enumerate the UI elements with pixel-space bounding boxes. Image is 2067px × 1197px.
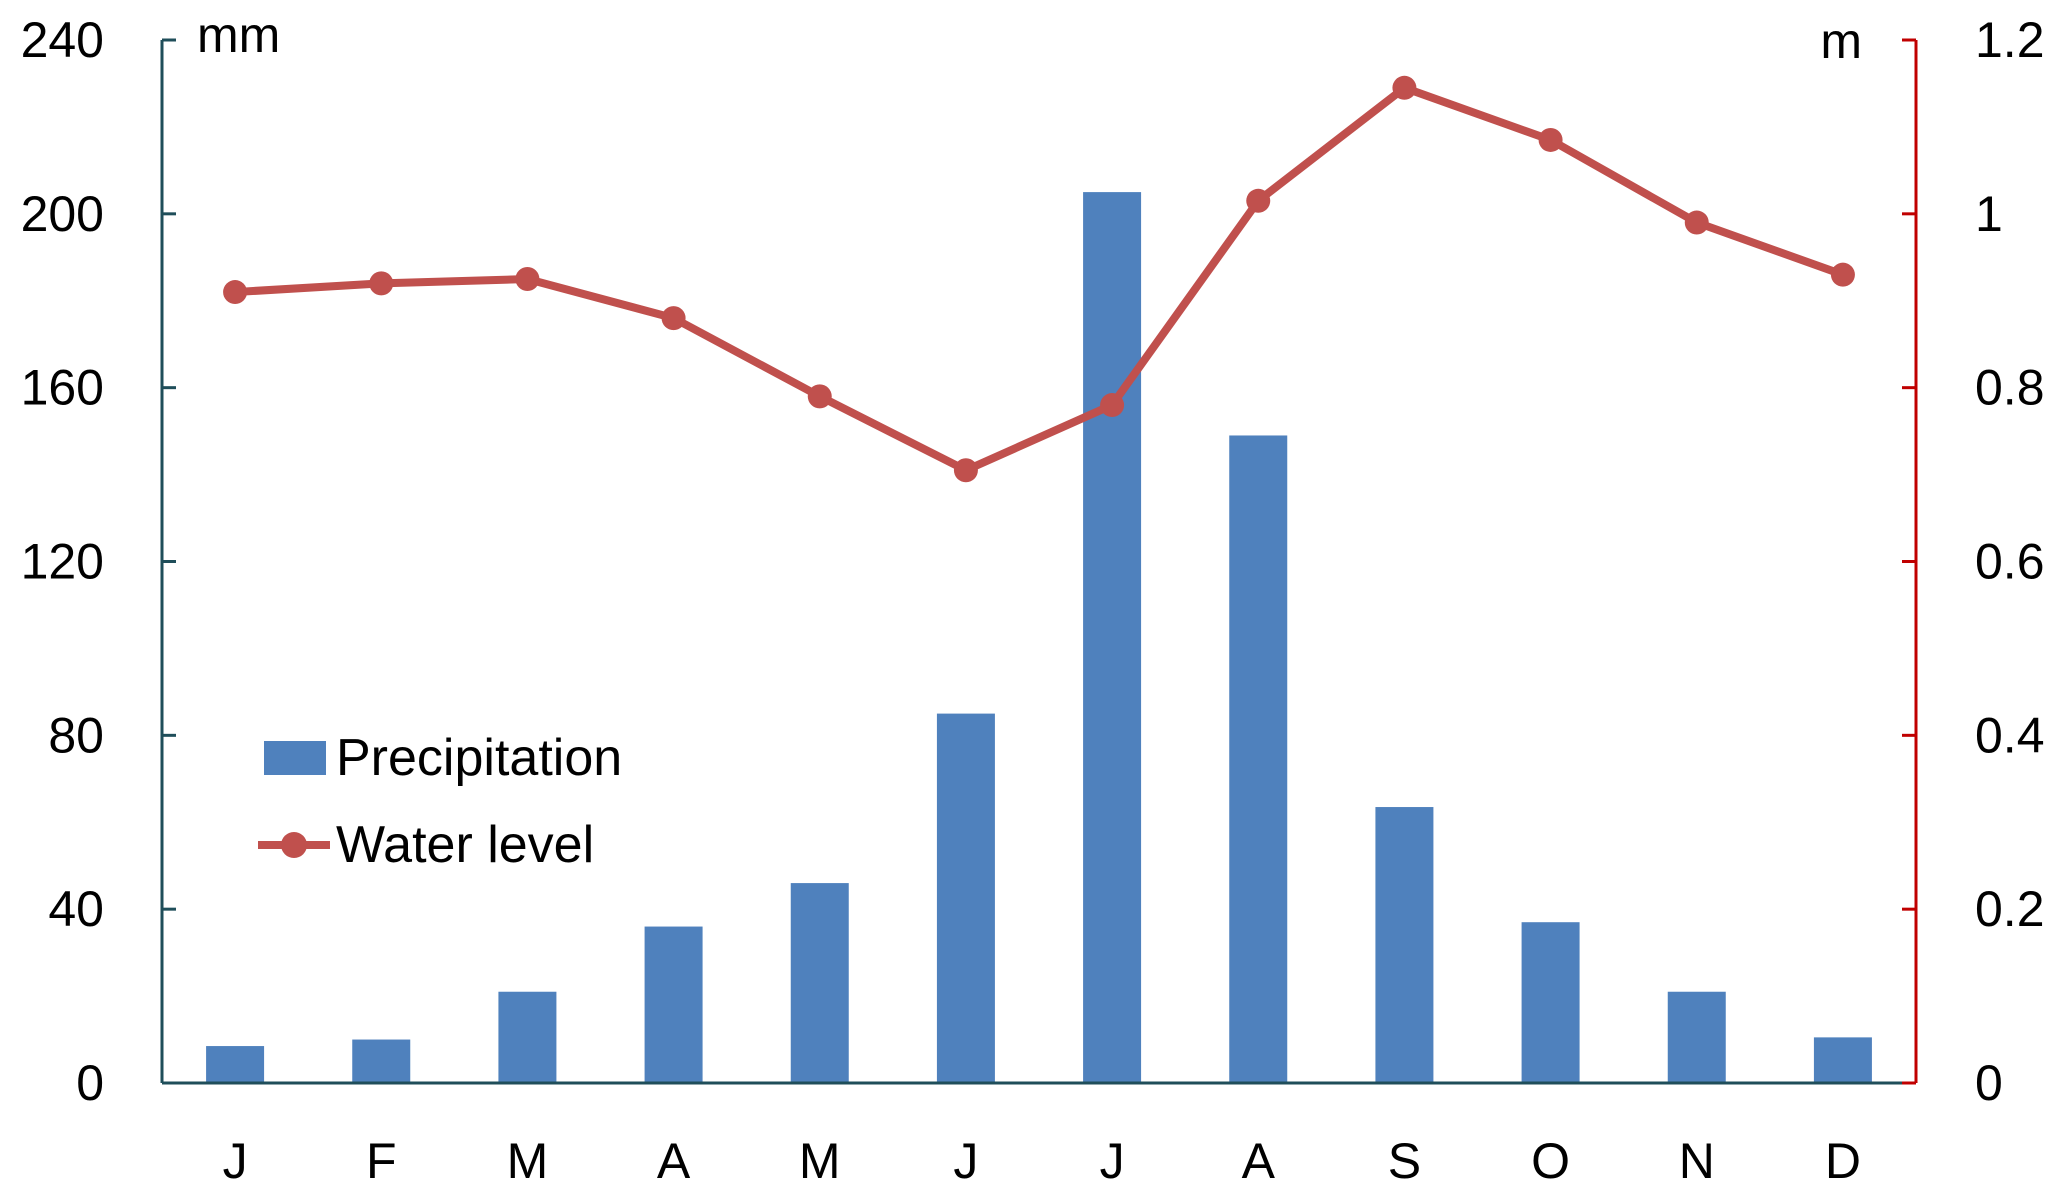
- water-level-point-8: [1246, 188, 1271, 213]
- precipitation-bar-8: [1229, 435, 1288, 1083]
- left-y-tick-label: 80: [48, 707, 104, 763]
- water-level-point-3: [515, 267, 540, 292]
- legend-precipitation-label: Precipitation: [336, 729, 622, 787]
- left-y-tick-label: 40: [48, 881, 104, 937]
- x-tick-label: J: [223, 1133, 248, 1189]
- precipitation-bar-12: [1813, 1037, 1872, 1083]
- legend: Precipitation Water level: [258, 729, 622, 874]
- x-tick-label: J: [1100, 1133, 1125, 1189]
- right-y-tick-label: 1.2: [1975, 12, 2045, 68]
- right-y-tick-label: 0.2: [1975, 881, 2045, 937]
- x-tick-label: F: [366, 1133, 397, 1189]
- water-level-line: [234, 83, 1845, 475]
- water-level-line-group: [223, 75, 1855, 483]
- water-level-point-5: [807, 384, 832, 409]
- water-level-point-7: [1100, 393, 1125, 418]
- water-level-point-12: [1830, 262, 1855, 287]
- precipitation-bar-1: [206, 1046, 265, 1083]
- precipitation-bar-3: [498, 991, 557, 1083]
- x-tick-label: A: [657, 1133, 691, 1189]
- right-y-tick-label: 0.4: [1975, 707, 2045, 763]
- right-y-tick-label: 0: [1975, 1055, 2003, 1111]
- water-level-point-11: [1684, 210, 1709, 235]
- precipitation-bar-5: [790, 883, 849, 1083]
- left-axis-unit: mm: [197, 7, 280, 63]
- water-level-point-4: [661, 306, 686, 331]
- x-tick-label: A: [1242, 1133, 1276, 1189]
- x-tick-label: O: [1531, 1133, 1570, 1189]
- left-y-tick-label: 160: [21, 360, 104, 416]
- precipitation-bar-9: [1375, 807, 1434, 1083]
- legend-water-level-label: Water level: [336, 816, 594, 874]
- water-level-point-10: [1538, 127, 1563, 152]
- right-axis-unit: m: [1820, 13, 1862, 69]
- precipitation-bar-10: [1521, 922, 1580, 1083]
- water-level-point-9: [1392, 75, 1417, 100]
- left-y-tick-label: 0: [76, 1055, 104, 1111]
- right-y-tick-label: 0.8: [1975, 360, 2045, 416]
- legend-water-level-marker: [281, 832, 307, 858]
- precipitation-bars: [206, 192, 1872, 1083]
- water-level-point-2: [369, 271, 394, 296]
- left-y-tick-label: 200: [21, 186, 104, 242]
- precipitation-bar-7: [1083, 192, 1142, 1083]
- right-y-tick-label: 0.6: [1975, 534, 2045, 590]
- x-tick-label: M: [507, 1133, 549, 1189]
- water-level-point-6: [953, 458, 978, 483]
- x-tick-label: D: [1825, 1133, 1861, 1189]
- precipitation-bar-11: [1667, 991, 1726, 1083]
- x-tick-label: N: [1679, 1133, 1715, 1189]
- chart-axes: 0 40 80 120 160 200 240 0 0.2 0.4 0.6 0.8 1 1.2: [21, 12, 2045, 1111]
- left-y-tick-label: 120: [21, 534, 104, 590]
- precipitation-bar-4: [644, 926, 703, 1083]
- legend-precipitation-swatch: [264, 741, 326, 775]
- water-level-point-1: [223, 280, 248, 305]
- x-tick-label: S: [1388, 1133, 1421, 1189]
- x-tick-label: M: [799, 1133, 841, 1189]
- x-tick-label: J: [953, 1133, 978, 1189]
- precipitation-bar-6: [936, 713, 995, 1083]
- right-y-tick-label: 1: [1975, 186, 2003, 242]
- left-y-tick-label: 240: [21, 12, 104, 68]
- precipitation-bar-2: [352, 1039, 411, 1083]
